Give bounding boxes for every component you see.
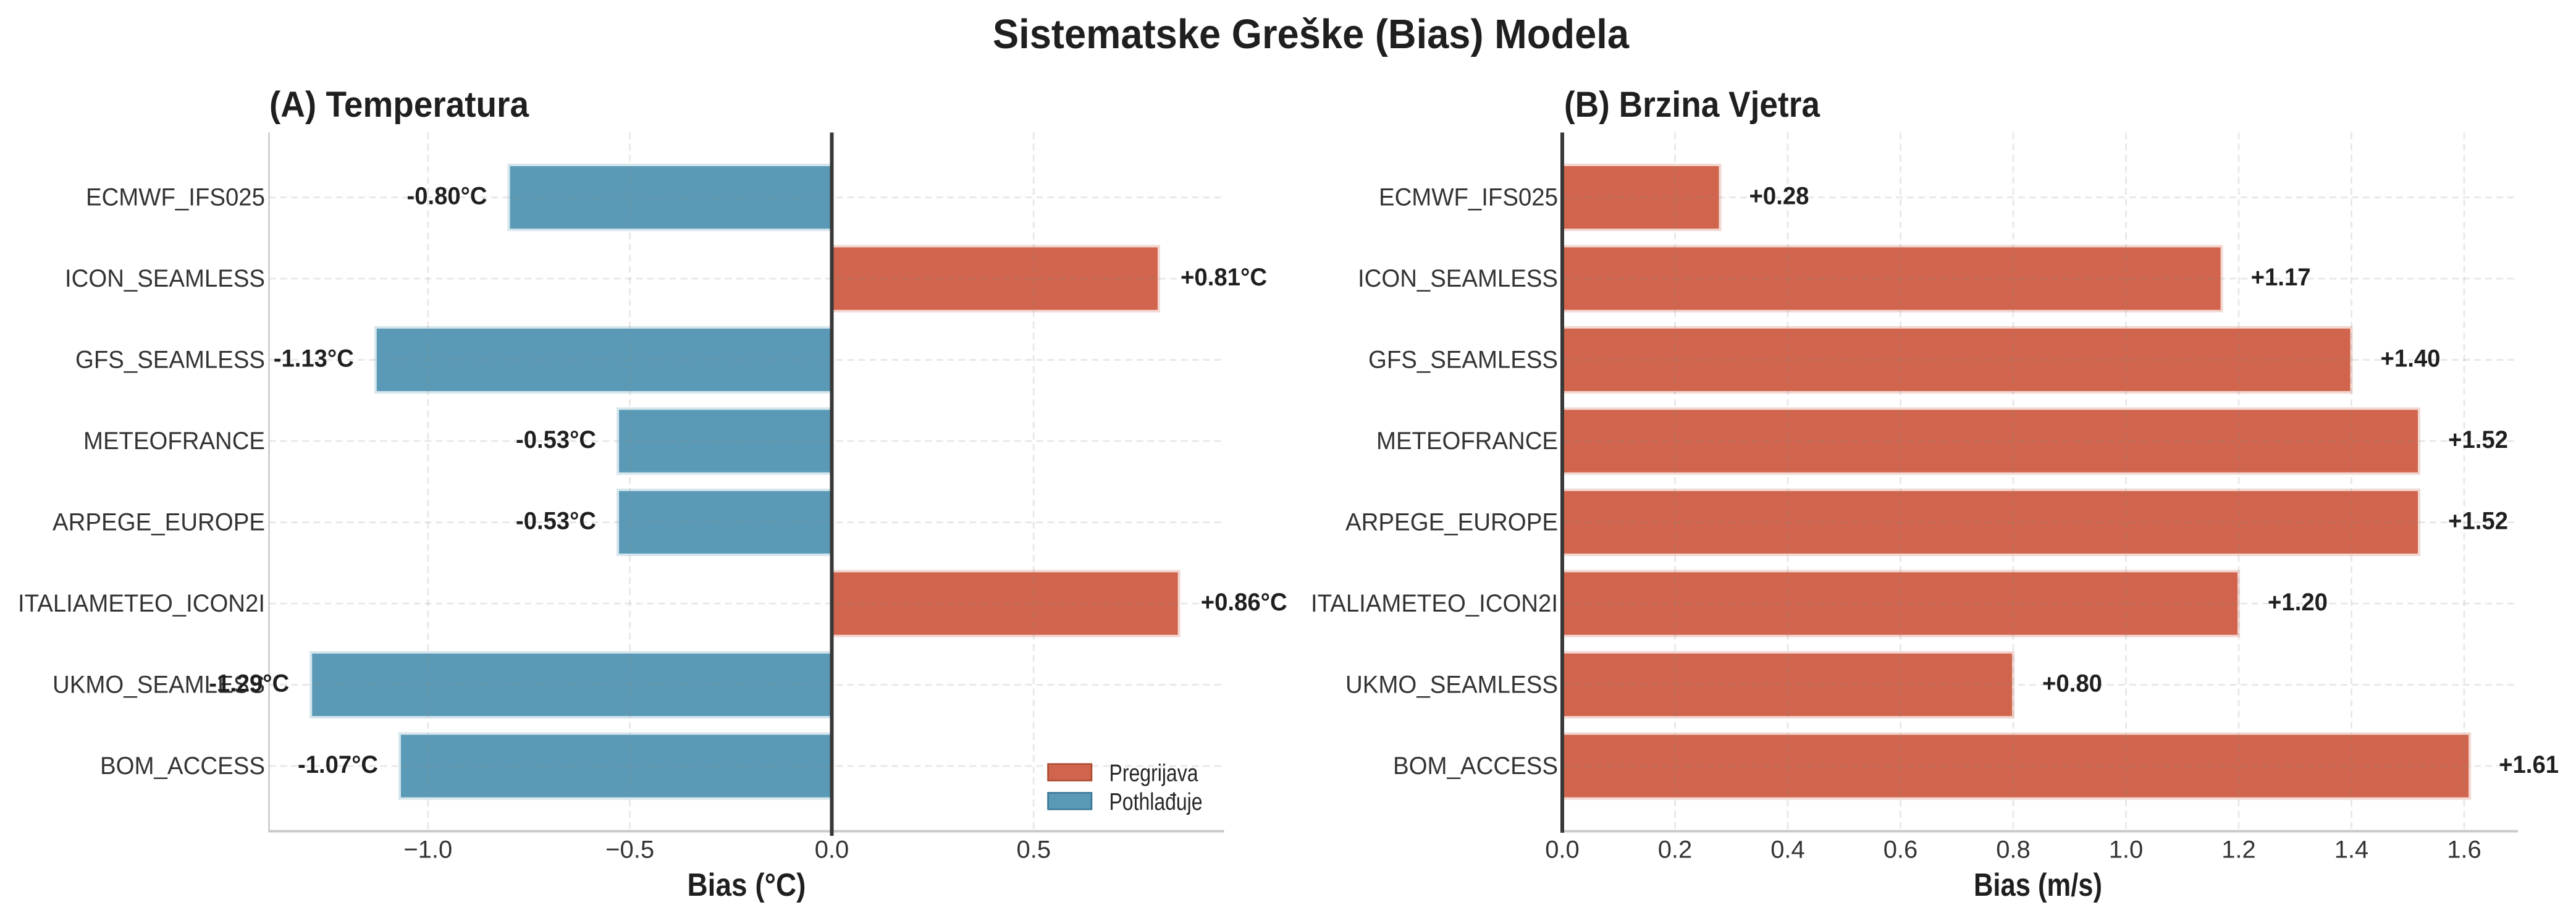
svg-text:METEOFRANCE: METEOFRANCE bbox=[1376, 427, 1558, 455]
svg-text:+1.52: +1.52 bbox=[2448, 426, 2508, 453]
svg-text:ARPEGE_EUROPE: ARPEGE_EUROPE bbox=[1345, 509, 1558, 536]
svg-text:UKMO_SEAMLESS: UKMO_SEAMLESS bbox=[1345, 672, 1558, 699]
svg-text:1.6: 1.6 bbox=[2447, 836, 2481, 864]
svg-text:Sistematske Greške (Bias) Mode: Sistematske Greške (Bias) Modela bbox=[993, 11, 1630, 57]
svg-text:0.5: 0.5 bbox=[1016, 836, 1051, 864]
svg-text:0.4: 0.4 bbox=[1770, 836, 1805, 864]
svg-text:(B) Brzina Vjetra: (B) Brzina Vjetra bbox=[1564, 85, 1820, 125]
svg-text:UKMO_SEAMLESS: UKMO_SEAMLESS bbox=[53, 672, 265, 699]
svg-text:+0.81°C: +0.81°C bbox=[1181, 264, 1267, 291]
svg-text:0.8: 0.8 bbox=[1996, 836, 2031, 864]
svg-text:ITALIAMETEO_ICON2I: ITALIAMETEO_ICON2I bbox=[1311, 590, 1558, 617]
svg-text:-0.53°C: -0.53°C bbox=[516, 426, 596, 453]
svg-text:+1.17: +1.17 bbox=[2251, 264, 2311, 291]
svg-text:-1.29°C: -1.29°C bbox=[209, 670, 289, 697]
svg-text:0.0: 0.0 bbox=[815, 836, 849, 864]
svg-text:ICON_SEAMLESS: ICON_SEAMLESS bbox=[1358, 265, 1558, 292]
svg-text:ARPEGE_EUROPE: ARPEGE_EUROPE bbox=[53, 509, 265, 536]
svg-text:1.0: 1.0 bbox=[2109, 836, 2144, 864]
svg-text:+1.52: +1.52 bbox=[2448, 508, 2508, 535]
svg-text:Pothlađuje: Pothlađuje bbox=[1109, 789, 1203, 815]
svg-text:Pregrijava: Pregrijava bbox=[1109, 760, 1198, 787]
svg-text:ICON_SEAMLESS: ICON_SEAMLESS bbox=[65, 265, 265, 292]
svg-text:BOM_ACCESS: BOM_ACCESS bbox=[1393, 752, 1558, 780]
svg-text:METEOFRANCE: METEOFRANCE bbox=[83, 427, 265, 455]
svg-text:−1.0: −1.0 bbox=[403, 836, 452, 864]
svg-text:-1.13°C: -1.13°C bbox=[274, 345, 354, 373]
svg-text:GFS_SEAMLESS: GFS_SEAMLESS bbox=[1368, 347, 1558, 374]
svg-text:−0.5: −0.5 bbox=[605, 836, 654, 864]
svg-text:(A) Temperatura: (A) Temperatura bbox=[269, 85, 529, 125]
svg-text:0.6: 0.6 bbox=[1884, 836, 1918, 864]
svg-text:-1.07°C: -1.07°C bbox=[298, 751, 378, 778]
svg-text:+0.80: +0.80 bbox=[2042, 670, 2102, 697]
svg-text:+1.61: +1.61 bbox=[2499, 751, 2559, 778]
svg-text:ECMWF_IFS025: ECMWF_IFS025 bbox=[1379, 184, 1558, 211]
svg-text:ITALIAMETEO_ICON2I: ITALIAMETEO_ICON2I bbox=[18, 590, 265, 617]
svg-text:0.0: 0.0 bbox=[1545, 836, 1580, 864]
svg-text:-0.53°C: -0.53°C bbox=[516, 508, 596, 535]
svg-text:+1.40: +1.40 bbox=[2381, 345, 2441, 373]
svg-text:-0.80°C: -0.80°C bbox=[407, 183, 487, 210]
svg-text:+0.28: +0.28 bbox=[1749, 183, 1809, 210]
svg-text:1.4: 1.4 bbox=[2334, 836, 2369, 864]
svg-text:GFS_SEAMLESS: GFS_SEAMLESS bbox=[75, 347, 265, 374]
svg-text:Bias (°C): Bias (°C) bbox=[688, 867, 806, 903]
svg-text:+0.86°C: +0.86°C bbox=[1201, 589, 1287, 616]
svg-text:BOM_ACCESS: BOM_ACCESS bbox=[100, 752, 265, 780]
svg-text:0.2: 0.2 bbox=[1658, 836, 1693, 864]
svg-text:Bias (m/s): Bias (m/s) bbox=[1974, 867, 2102, 903]
svg-text:+1.20: +1.20 bbox=[2268, 589, 2328, 616]
svg-text:ECMWF_IFS025: ECMWF_IFS025 bbox=[86, 184, 265, 211]
svg-text:1.2: 1.2 bbox=[2221, 836, 2256, 864]
